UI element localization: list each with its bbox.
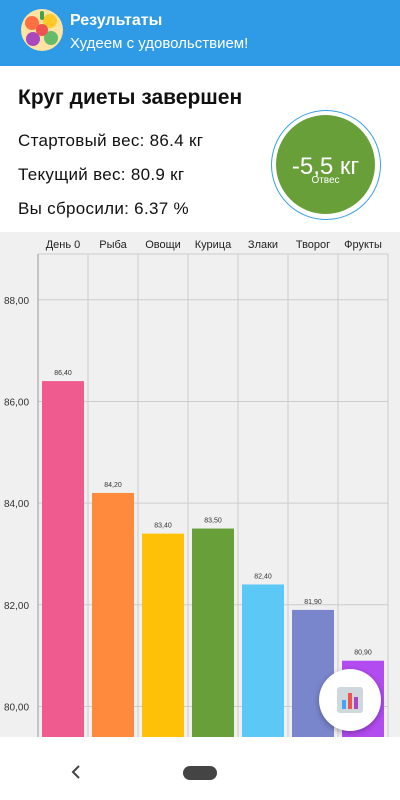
app-subtitle: Худеем с удовольствием! <box>70 35 249 52</box>
fruit-vegetable-logo-icon <box>21 9 63 51</box>
bar-4 <box>192 528 234 737</box>
bar-5 <box>242 584 284 737</box>
page-title: Круг диеты завершен <box>18 86 243 109</box>
category-label: День 0 <box>46 239 81 251</box>
bar-value-label: 86,40 <box>54 370 72 377</box>
bar-3 <box>142 533 184 737</box>
weight-chart: 80,00 82,00 84,00 86,00 88,00 86,40 День 0 84,2… <box>0 232 400 737</box>
category-label: Рыба <box>99 239 127 251</box>
home-pill-icon[interactable] <box>183 766 217 780</box>
app-title: Результаты <box>70 12 163 29</box>
bar-value-label: 84,20 <box>104 482 122 489</box>
current-weight-text: Текущий вес: 80.9 кг <box>18 165 185 184</box>
y-tick-label: 86,00 <box>4 397 29 408</box>
category-label: Злаки <box>248 239 278 251</box>
y-tick-label: 84,00 <box>4 499 29 510</box>
category-label: Овощи <box>145 239 181 251</box>
y-tick-label: 88,00 <box>4 296 29 307</box>
app-bar: Результаты Худеем с удовольствием! <box>0 0 400 66</box>
weight-loss-label: Отвес <box>311 175 340 186</box>
start-weight-text: Стартовый вес: 86.4 кг <box>18 131 204 150</box>
weight-lost-text: Вы сбросили: 6.37 % <box>18 199 189 218</box>
category-label: Творог <box>296 239 330 251</box>
bar-chart-icon <box>337 687 363 713</box>
system-nav-bar <box>0 745 400 800</box>
chart-fab-button[interactable] <box>319 669 381 731</box>
bar-1 <box>42 381 84 737</box>
weight-loss-badge-fill: -5,5 кг Отвес <box>276 115 375 214</box>
weight-loss-value: -5,5 кг <box>291 153 360 180</box>
y-tick-label: 82,00 <box>4 601 29 612</box>
weight-loss-badge: -5,5 кг Отвес <box>271 110 381 220</box>
bar-value-label: 83,50 <box>204 518 222 525</box>
bar-value-label: 83,40 <box>154 523 172 530</box>
y-tick-label: 80,00 <box>4 702 29 713</box>
back-chevron-icon[interactable] <box>66 762 86 782</box>
category-label: Фрукты <box>344 239 382 251</box>
bar-value-label: 80,90 <box>354 650 372 657</box>
weight-bar-chart: 80,00 82,00 84,00 86,00 88,00 86,40 День 0 84,2… <box>4 239 389 737</box>
category-label: Курица <box>195 239 232 251</box>
bar-value-label: 81,90 <box>304 599 322 606</box>
bar-value-label: 82,40 <box>254 573 272 580</box>
bar-2 <box>92 492 134 737</box>
